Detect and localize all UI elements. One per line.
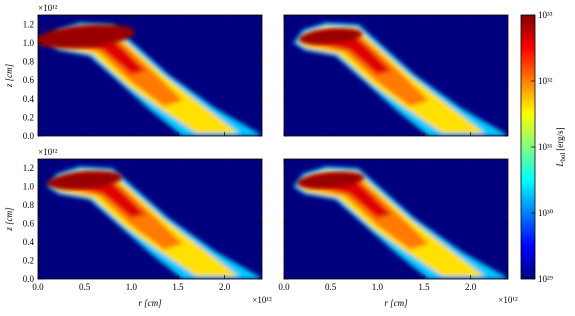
y-tick-label: 1.0 (23, 38, 35, 48)
plume (293, 166, 507, 279)
plume-layers (47, 166, 261, 279)
y-tick-label: 0.4 (23, 237, 35, 247)
panel-frame (283, 158, 509, 280)
x-tick-label: 0.0 (32, 282, 44, 292)
plume-layer (300, 171, 429, 250)
x-axis-label: r [cm] (138, 298, 162, 308)
y-tick-label: 1.2 (23, 163, 34, 173)
colorbar-label-subscript: bol (559, 153, 567, 162)
colorbar-label-unit: [erg/s] (555, 127, 565, 150)
y-tick-label: 0.2 (23, 256, 34, 266)
plume (46, 166, 261, 279)
panel-frame (37, 158, 263, 280)
y-tick-label: 0.8 (23, 200, 35, 210)
y-tick-label: 1.2 (23, 19, 34, 29)
x-tick-label: 1.0 (126, 282, 138, 292)
x-tick-label: 0.0 (278, 282, 290, 292)
plume (38, 22, 261, 136)
x-axis-label: r [cm] (384, 298, 408, 308)
plume-core (296, 172, 365, 189)
colorbar-tick-label: 10³³ (538, 10, 553, 20)
plume-layers (293, 22, 507, 136)
x-tick-label: 0.5 (79, 282, 91, 292)
plume-layer (54, 28, 183, 107)
x-tick-label: 0.5 (325, 282, 337, 292)
y-axis-label: z [cm] (4, 63, 14, 88)
plume-layer (300, 28, 429, 107)
plume-core (298, 28, 363, 45)
x-tick-label: 1.5 (172, 282, 184, 292)
y-tick-label: 0.2 (23, 112, 34, 122)
x-tick-label: 2.0 (465, 282, 477, 292)
colorbar-tick-label: 10³¹ (538, 142, 553, 152)
plume-layer (54, 171, 183, 250)
plume-layers (293, 166, 507, 279)
colorbar-tick-label: 10³² (538, 76, 553, 86)
colorbar-label: Lbol [erg/s] (555, 127, 567, 167)
y-tick-label: 0.6 (23, 75, 35, 85)
colorbar-tick-label: 10²⁹ (538, 274, 553, 284)
panel-frame (37, 14, 263, 137)
plume (293, 22, 507, 136)
x-tick-label: 1.0 (372, 282, 384, 292)
x-offset: ×10¹² (252, 295, 272, 305)
plume-core (38, 24, 135, 49)
x-offset: ×10¹² (498, 295, 518, 305)
y-tick-label: 0.6 (23, 219, 35, 229)
colorbar-label-symbol: L (555, 162, 565, 168)
y-offset: ×10¹² (38, 147, 58, 157)
y-axis-label: z [cm] (4, 207, 14, 232)
x-tick-label: 1.5 (418, 282, 430, 292)
panel-frame (283, 14, 509, 137)
plume-core (46, 171, 123, 190)
y-tick-label: 0.4 (23, 94, 35, 104)
y-tick-label: 0.0 (23, 274, 35, 284)
y-offset: ×10¹² (38, 3, 58, 13)
y-tick-label: 0.8 (23, 57, 35, 67)
y-tick-label: 1.0 (23, 182, 35, 192)
x-tick-label: 2.0 (219, 282, 231, 292)
colorbar-tick-label: 10³⁰ (538, 208, 554, 218)
y-tick-label: 0.0 (23, 131, 35, 141)
